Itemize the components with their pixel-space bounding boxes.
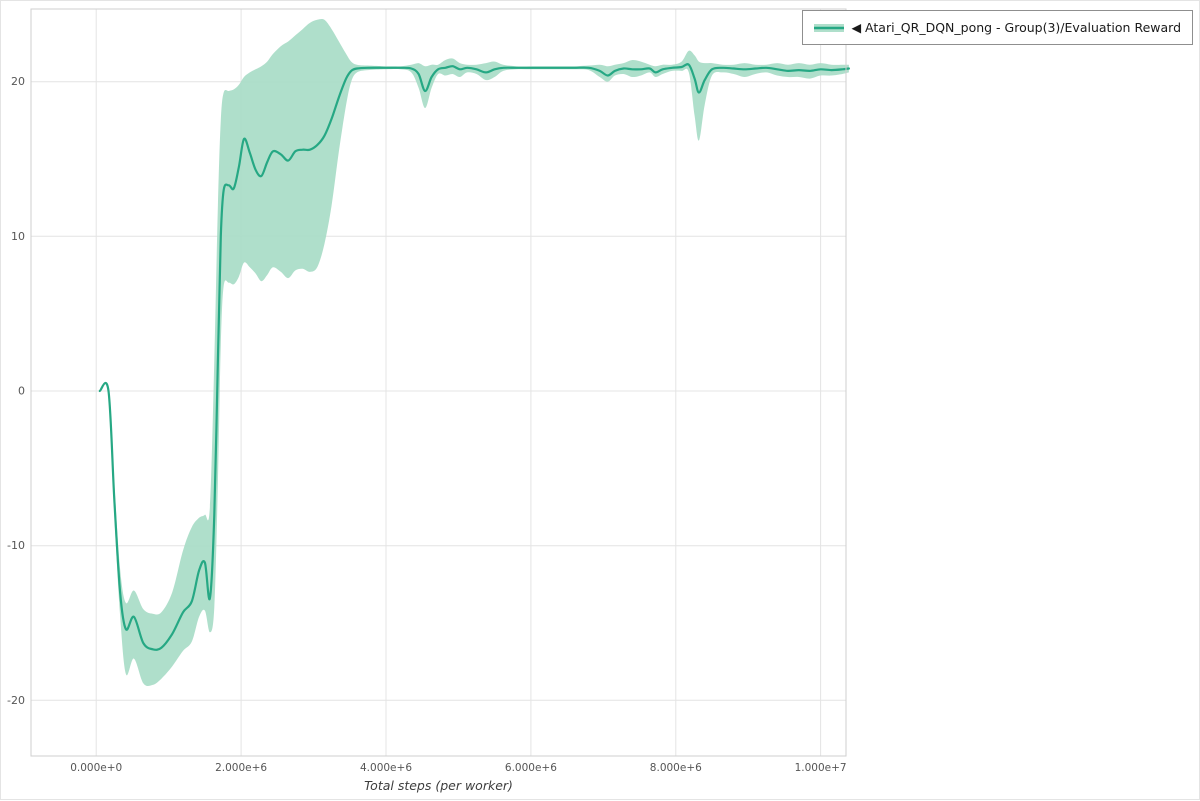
x-tick-label: 2.000e+6 xyxy=(215,762,267,774)
y-tick-label: 20 xyxy=(11,75,25,88)
confidence-band xyxy=(99,19,849,687)
legend-box: ◀ Atari_QR_DQN_pong - Group(3)/Evaluatio… xyxy=(802,10,1193,45)
y-tick-label: 10 xyxy=(11,230,25,243)
x-tick-label: 4.000e+6 xyxy=(360,762,412,774)
x-axis-title: Total steps (per worker) xyxy=(364,778,513,793)
y-tick-label: 0 xyxy=(18,385,25,398)
x-tick-label: 8.000e+6 xyxy=(650,762,702,774)
y-tick-label: -20 xyxy=(7,694,25,707)
mean-reward-line xyxy=(98,63,850,651)
x-tick-label: 6.000e+6 xyxy=(505,762,557,774)
legend-item[interactable]: ◀ Atari_QR_DQN_pong - Group(3)/Evaluatio… xyxy=(814,20,1181,35)
legend-item-label: ◀ Atari_QR_DQN_pong - Group(3)/Evaluatio… xyxy=(851,20,1181,35)
y-tick-label: -10 xyxy=(7,539,25,552)
x-tick-label: 0.000e+0 xyxy=(70,762,122,774)
x-tick-label: 1.000e+7 xyxy=(795,762,847,774)
series-swatch-icon xyxy=(814,23,845,32)
plot-border xyxy=(30,8,847,757)
